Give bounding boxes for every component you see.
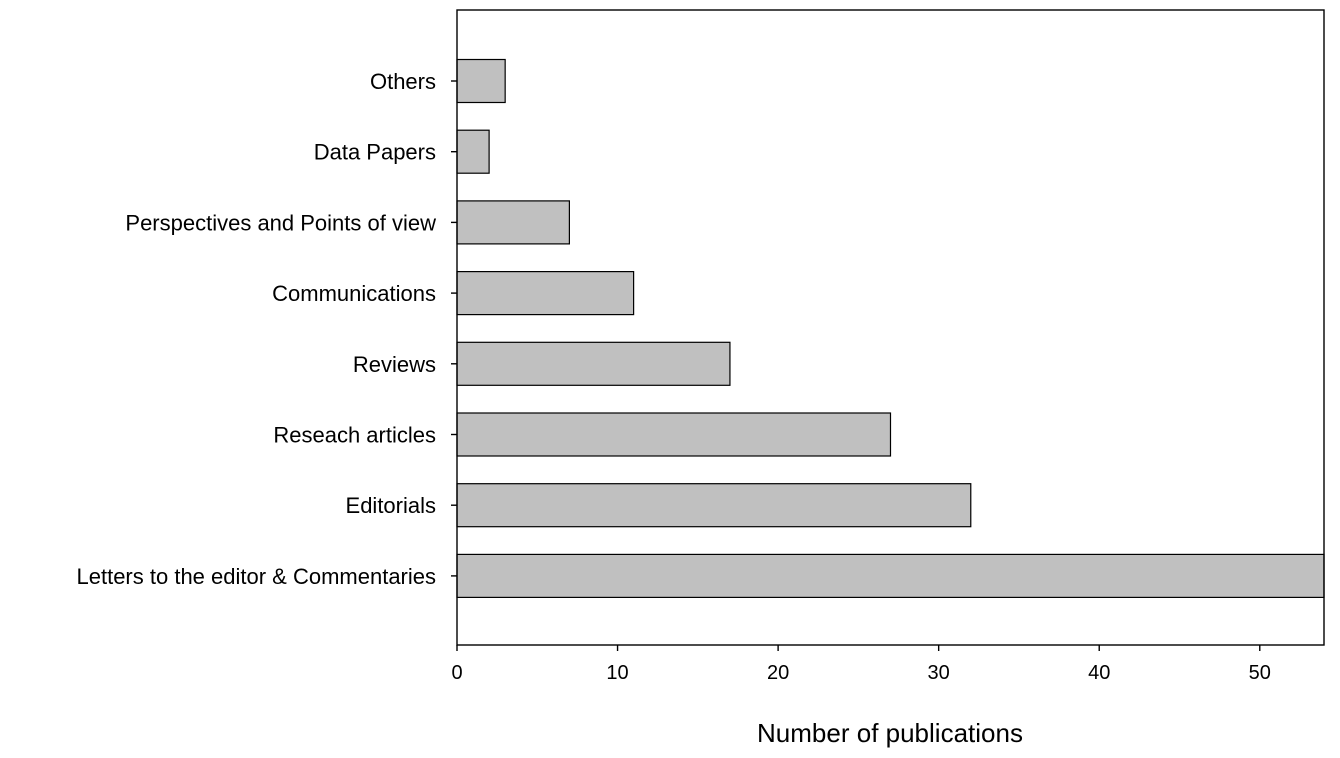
x-tick-label-40: 40 xyxy=(1088,662,1110,684)
category-label-others: Others xyxy=(370,69,436,94)
x-tick-label-30: 30 xyxy=(928,662,950,684)
bar-perspectives-and-points-of-view xyxy=(456,200,570,245)
category-label-reseach-articles: Reseach articles xyxy=(273,423,436,448)
category-ticks: Others Data Papers Perspectives and Points… xyxy=(77,69,457,589)
x-axis-title: Number of publications xyxy=(757,718,1023,748)
bar-others xyxy=(456,58,506,104)
bar-communications xyxy=(456,271,635,316)
x-tick-label-0: 0 xyxy=(451,662,462,684)
category-label-perspectives-and-points-of-view: Perspectives and Points of view xyxy=(125,210,436,235)
bars-layer xyxy=(456,58,1325,599)
category-label-letters-to-the-editor-commentaries: Letters to the editor & Commentaries xyxy=(77,564,437,589)
category-label-data-papers: Data Papers xyxy=(314,140,436,165)
category-label-editorials: Editorials xyxy=(346,493,436,518)
x-tick-label-20: 20 xyxy=(767,662,789,684)
x-tick-label-50: 50 xyxy=(1249,662,1271,684)
bar-data-papers xyxy=(456,129,490,174)
plot-frame xyxy=(456,9,1325,646)
category-label-reviews: Reviews xyxy=(353,352,436,377)
bar-editorials xyxy=(456,483,972,528)
bar-reseach-articles xyxy=(456,412,892,457)
category-label-communications: Communications xyxy=(272,281,436,306)
bar-reviews xyxy=(456,341,731,386)
x-axis-ticks: 0 10 20 30 40 50 xyxy=(451,645,1271,684)
x-tick-label-10: 10 xyxy=(606,662,628,684)
bar-letters-to-the-editor-commentaries xyxy=(456,553,1325,599)
